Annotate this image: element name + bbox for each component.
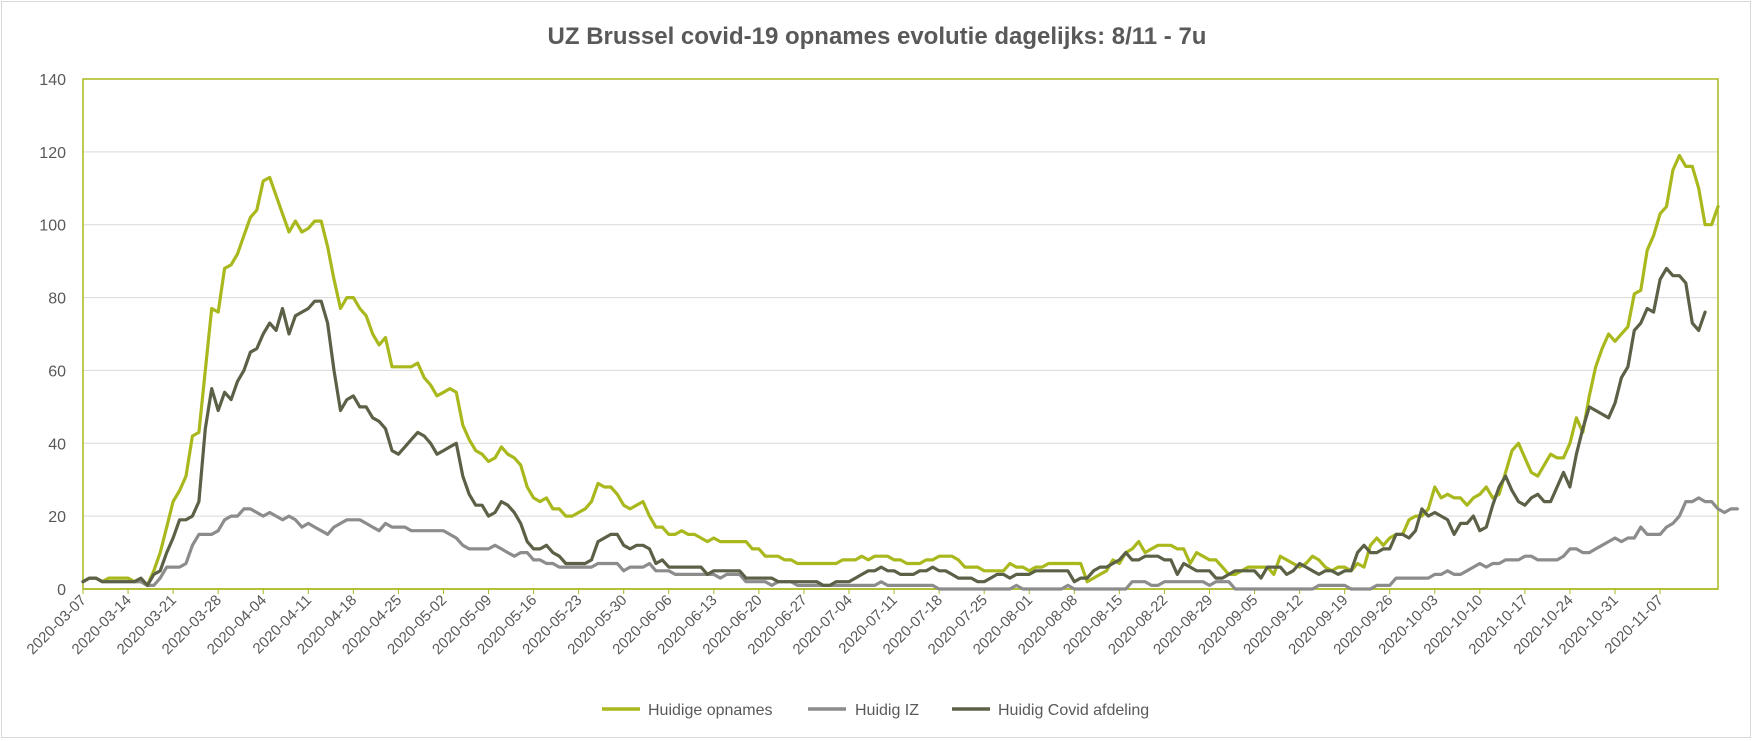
y-axis: 0 20 40 60 80 100 120 140 <box>39 72 66 599</box>
legend-label: Huidig IZ <box>855 702 919 719</box>
series-line-1 <box>81 153 1720 588</box>
legend-label: Huidig Covid afdeling <box>998 702 1149 719</box>
y-tick-label: 80 <box>48 291 66 308</box>
gridlines <box>82 78 1719 590</box>
y-tick-label: 60 <box>48 363 66 380</box>
chart-title: UZ Brussel covid-19 opnames evolutie dag… <box>548 23 1207 50</box>
series-line-2 <box>81 496 1739 591</box>
y-tick-label: 120 <box>39 145 66 162</box>
y-tick-label: 140 <box>39 72 66 89</box>
legend: Huidige opnames Huidig IZ Huidig Covid afd… <box>602 702 1149 719</box>
y-tick-label: 40 <box>48 436 66 453</box>
y-tick-label: 20 <box>48 509 66 526</box>
x-axis: 2020-03-072020-03-142020-03-212020-03-28… <box>24 589 1667 658</box>
series-line-3 <box>81 266 1707 588</box>
series-lines <box>81 153 1739 591</box>
y-tick-label: 100 <box>39 218 66 235</box>
legend-label: Huidige opnames <box>648 702 773 719</box>
y-tick-label: 0 <box>57 582 66 599</box>
